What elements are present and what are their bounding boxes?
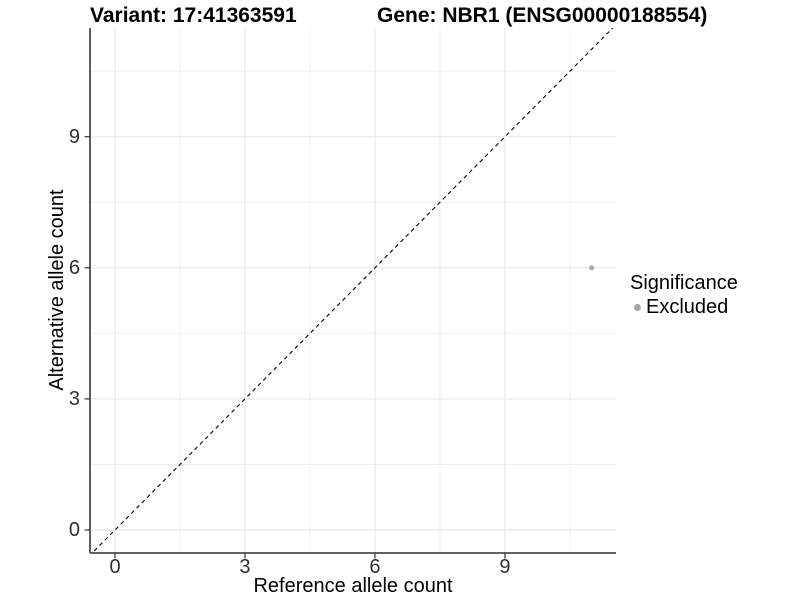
x-tick-label: 9 (499, 556, 511, 578)
legend-item-label: Excluded (646, 296, 729, 318)
y-tick-label: 3 (68, 387, 80, 410)
y-tick-label: 9 (68, 125, 80, 148)
x-tick-label: 3 (239, 556, 251, 578)
data-point (589, 265, 595, 271)
y-axis-title: Alternative allele count (46, 189, 68, 391)
gene-title: Gene: NBR1 (ENSG00000188554) (377, 4, 708, 27)
y-tick-label: 0 (68, 519, 80, 541)
x-tick-label: 0 (109, 556, 121, 578)
variant-title: Variant: 17:41363591 (90, 4, 297, 27)
x-tick-label: 6 (369, 556, 381, 578)
y-tick-label: 6 (68, 256, 80, 279)
legend: Significance Excluded (630, 272, 738, 317)
identity-dashed-line (91, 28, 614, 553)
legend-item-excluded: Excluded (630, 297, 738, 317)
legend-title: Significance (630, 272, 738, 294)
x-axis-title: Reference allele count (253, 575, 453, 597)
excluded-point-icon (634, 303, 641, 311)
